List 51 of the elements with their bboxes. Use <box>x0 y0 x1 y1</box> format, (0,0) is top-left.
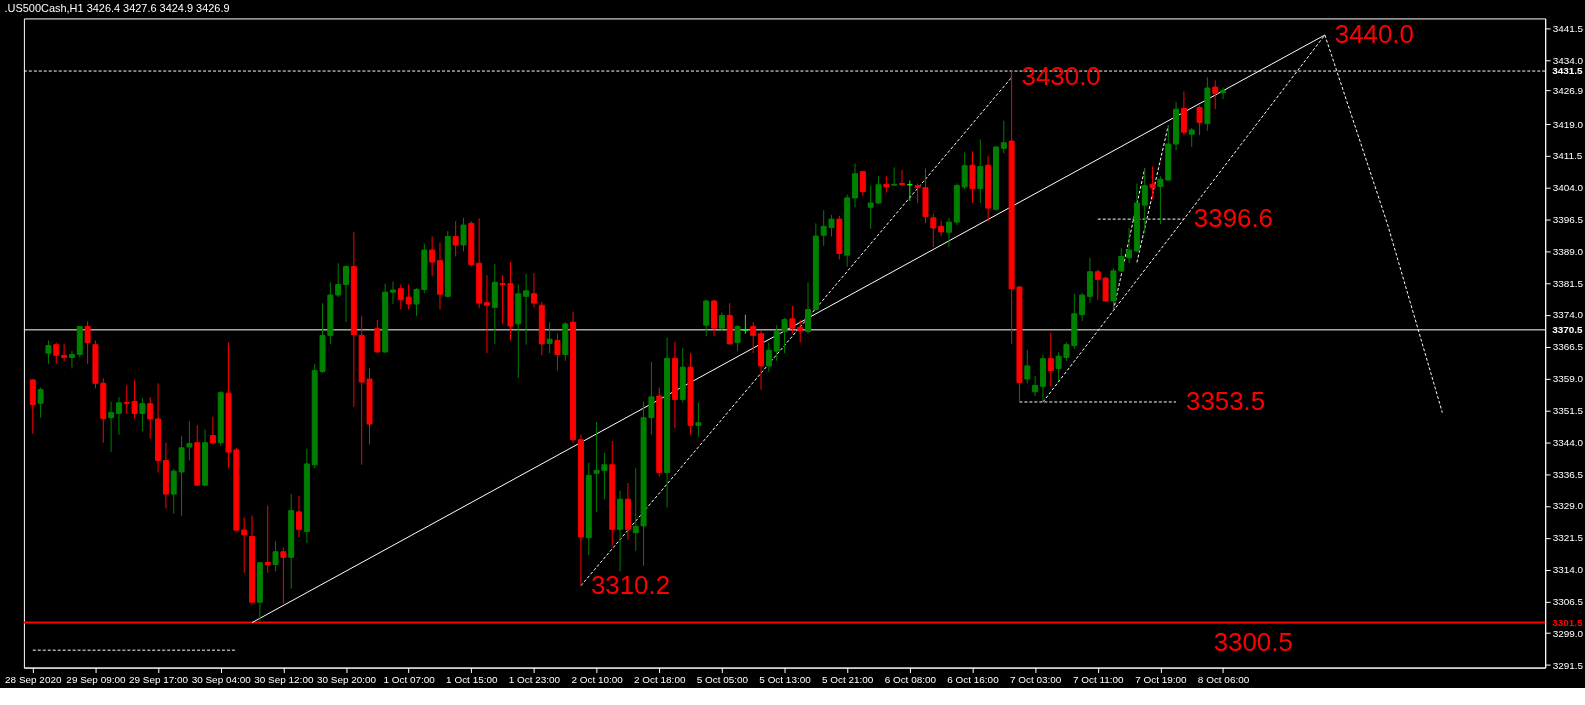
y-tick-label: 3389.0 <box>1552 245 1584 257</box>
x-tick-label: 30 Sep 04:00 <box>191 674 252 685</box>
y-tick-label: 3411.5 <box>1552 150 1583 162</box>
y-tick-label: 3344.0 <box>1552 436 1584 448</box>
x-tick-label: 6 Oct 08:00 <box>884 674 937 685</box>
x-tick-label: 5 Oct 21:00 <box>821 674 874 685</box>
x-tick-label: 1 Oct 23:00 <box>508 674 561 685</box>
y-tick-label: 3359.0 <box>1552 373 1584 385</box>
x-tick-label: 8 Oct 06:00 <box>1197 674 1250 685</box>
x-tick-label: 29 Sep 17:00 <box>129 674 189 685</box>
x-tick-label: 5 Oct 13:00 <box>759 674 812 685</box>
y-tick-label: 3321.5 <box>1552 532 1584 544</box>
y-tick-label: 3306.5 <box>1552 595 1584 607</box>
y-tick-label: 3366.5 <box>1552 341 1584 353</box>
y-tick-label: 3314.0 <box>1552 564 1584 576</box>
y-tick-label: 3299.0 <box>1552 627 1584 639</box>
x-tick-label: 28 Sep 2020 <box>5 674 62 685</box>
y-tick-label: 3291.5 <box>1552 659 1584 671</box>
x-tick-label: 6 Oct 16:00 <box>947 674 1000 685</box>
data-label: 3396.6 <box>1193 204 1274 233</box>
x-tick-label: 30 Sep 12:00 <box>254 674 314 685</box>
ref-line-label: 3431.5 <box>1552 65 1584 77</box>
y-tick-label: 3329.0 <box>1552 500 1584 512</box>
y-tick-label: 3419.0 <box>1552 118 1584 130</box>
y-tick-label: 3351.5 <box>1552 404 1584 416</box>
annotation: 3300.5 <box>1213 627 1293 656</box>
ref-line-label: 3301.5 <box>1552 616 1584 628</box>
x-tick-label: 1 Oct 15:00 <box>446 674 498 685</box>
y-tick-label: 3336.5 <box>1552 468 1584 480</box>
x-tick-label: 1 Oct 07:00 <box>383 674 436 685</box>
x-tick-label: 29 Sep 09:00 <box>66 674 126 685</box>
y-tick-label: 3434.0 <box>1552 54 1584 66</box>
y-tick-label: 3441.5 <box>1552 23 1584 35</box>
x-tick-label: 2 Oct 10:00 <box>571 674 624 685</box>
ref-line-label: 3370.5 <box>1552 323 1584 335</box>
x-tick-label: 7 Oct 11:00 <box>1072 674 1125 685</box>
y-tick-label: 3396.5 <box>1552 214 1584 226</box>
x-tick-label: 7 Oct 03:00 <box>1009 674 1062 685</box>
y-tick-label: 3426.9 <box>1552 85 1584 97</box>
y-tick-label: 3374.0 <box>1552 309 1584 321</box>
chart-title: .US500Cash,H1 3426.4 3427.6 3424.9 3426.9 <box>4 2 230 15</box>
x-tick-label: 5 Oct 05:00 <box>696 674 749 685</box>
data-label: 3310.2 <box>590 570 671 599</box>
y-tick-label: 3381.5 <box>1552 277 1584 289</box>
data-label: 3353.5 <box>1186 386 1266 415</box>
x-tick-label: 30 Sep 20:00 <box>316 674 377 685</box>
y-tick-label: 3404.0 <box>1552 182 1584 194</box>
data-label: 3440.0 <box>1334 19 1414 48</box>
x-tick-label: 2 Oct 18:00 <box>634 674 686 685</box>
x-tick-label: 7 Oct 19:00 <box>1135 674 1188 685</box>
data-label: 3430.0 <box>1021 62 1101 91</box>
